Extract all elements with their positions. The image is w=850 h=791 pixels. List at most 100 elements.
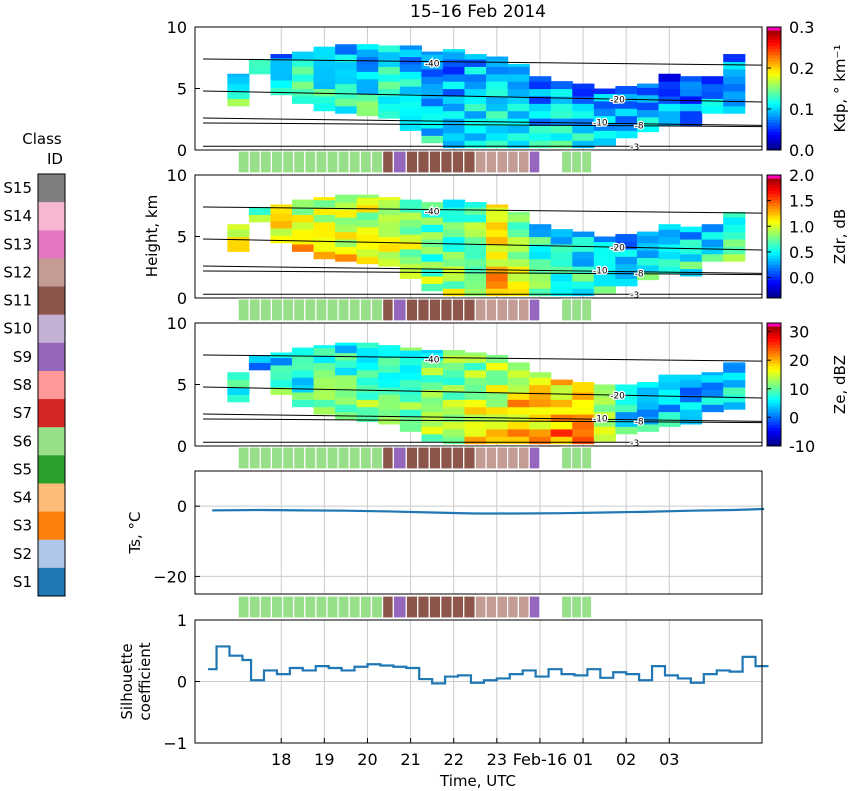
- colorbar-segment: [767, 45, 781, 50]
- heatmap-cell: [399, 350, 422, 359]
- heatmap-cell: [593, 278, 616, 287]
- colorbar-segment: [767, 251, 781, 256]
- heatmap-cell: [464, 66, 487, 75]
- heatmap-cell: [335, 342, 358, 346]
- heatmap-cell: [292, 81, 315, 90]
- colorbar-label: Ze, dBZ: [831, 355, 849, 414]
- class-strip-row: [237, 595, 593, 619]
- heatmap-cell: [529, 229, 552, 238]
- heatmap-cell: [399, 204, 422, 213]
- legend-swatch-s12: [38, 258, 65, 288]
- heatmap-cell: [723, 76, 746, 85]
- heatmap-cell: [486, 206, 509, 215]
- panel-zdr: -40 -20 -10 -8 -3 0 5 10 0.0 0.5 1.0 1.5 2.0 Zdr, dB: [167, 166, 849, 308]
- heatmap-cell: [270, 57, 293, 66]
- legend-label-s7: S7: [13, 404, 32, 422]
- class-cell-s6: [581, 595, 593, 619]
- heatmap-cell: [723, 105, 746, 114]
- heatmap-cell: [356, 226, 379, 235]
- heatmap-cell: [572, 414, 595, 422]
- class-cell-s6: [359, 150, 373, 174]
- panel-ze: -40 -20 -10 -8 -3 0 5 10 -10 0 10 20 30 Ze, dBZ: [167, 314, 849, 456]
- heatmap-cell: [335, 83, 358, 92]
- class-cell-s12: [485, 446, 498, 470]
- colorbar-segment: [767, 122, 781, 126]
- class-cell-s6: [348, 595, 361, 619]
- heatmap-cell: [313, 199, 336, 208]
- heatmap-cell: [335, 382, 358, 391]
- colorbar-segment: [767, 393, 781, 398]
- colorbar-tick-label: 0.5: [789, 243, 814, 262]
- colorbar-tick-label: 0.0: [789, 141, 814, 160]
- heatmap-cell: [550, 379, 573, 386]
- heatmap-cell: [313, 362, 336, 371]
- heatmap-cell: [442, 236, 466, 245]
- colorbar-segment: [767, 100, 781, 105]
- class-cell-s6: [337, 595, 350, 619]
- heatmap-cell: [313, 391, 336, 400]
- heatmap-cell: [442, 118, 466, 126]
- class-cell-s11: [451, 595, 465, 619]
- heatmap-cell: [378, 95, 401, 104]
- colorbar-segment: [767, 399, 781, 404]
- colorbar-segment: [767, 264, 781, 268]
- colorbar-segment: [767, 119, 781, 123]
- heatmap-cell: [292, 214, 315, 223]
- class-cell-s6: [281, 298, 295, 322]
- class-cell-s12: [496, 446, 509, 470]
- heatmap-cell: [442, 273, 466, 282]
- heatmap-cell: [378, 103, 401, 112]
- class-cell-s9: [392, 595, 407, 619]
- heatmap-cell: [399, 115, 422, 124]
- profile-column: [421, 350, 444, 442]
- legend-label-s6: S6: [13, 432, 32, 450]
- heatmap-cell: [227, 224, 250, 230]
- heatmap-cell: [486, 81, 509, 90]
- heatmap-cell: [292, 51, 315, 60]
- y-tick-label: 5: [177, 228, 187, 247]
- x-tick-label: 02: [616, 750, 636, 769]
- silhouette-axis-label-line1: Silhouette: [118, 643, 136, 719]
- class-cell-s6: [370, 446, 384, 470]
- heatmap-cell: [335, 46, 358, 55]
- heatmap-cell: [636, 386, 660, 395]
- heatmap-cell: [421, 90, 444, 99]
- heatmap-cell: [356, 234, 379, 243]
- heatmap-cell: [615, 108, 638, 117]
- heatmap-cell: [356, 354, 379, 363]
- heatmap-cell: [507, 211, 530, 215]
- heatmap-cell: [572, 384, 595, 393]
- heatmap-cell: [442, 243, 466, 252]
- heatmap-cell: [356, 108, 379, 117]
- heatmap-cell: [270, 357, 293, 366]
- heatmap-cell: [356, 347, 379, 356]
- heatmap-cell: [615, 389, 638, 398]
- heatmap-cell: [292, 377, 315, 386]
- heatmap-cell: [615, 404, 638, 413]
- heatmap-cell: [356, 384, 379, 393]
- heatmap-cell: [615, 270, 638, 279]
- heatmap-cell: [378, 88, 401, 97]
- heatmap-cell: [593, 418, 616, 427]
- profile-column: [636, 83, 660, 133]
- isotherm-label: -40: [425, 207, 440, 217]
- heatmap-cell: [593, 285, 616, 294]
- legend-swatch-s15: [38, 174, 65, 203]
- y-tick-label: −1: [163, 734, 187, 753]
- heatmap-cell: [356, 391, 379, 400]
- heatmap-cell: [421, 127, 444, 136]
- heatmap-cell: [550, 399, 573, 408]
- heatmap-cell: [572, 231, 595, 238]
- isotherm-label: -40: [425, 59, 440, 69]
- class-cell-s12: [517, 150, 530, 174]
- height-axis-label: Height, km: [143, 195, 161, 277]
- class-cell-s12: [496, 595, 509, 619]
- class-cell-s11: [428, 595, 442, 619]
- heatmap-cell: [486, 214, 509, 223]
- heatmap-cell: [442, 369, 466, 378]
- profile-column: [356, 44, 379, 117]
- colorbar-segment: [767, 433, 781, 438]
- heatmap-cell: [550, 103, 573, 112]
- heatmap-cell: [636, 124, 660, 133]
